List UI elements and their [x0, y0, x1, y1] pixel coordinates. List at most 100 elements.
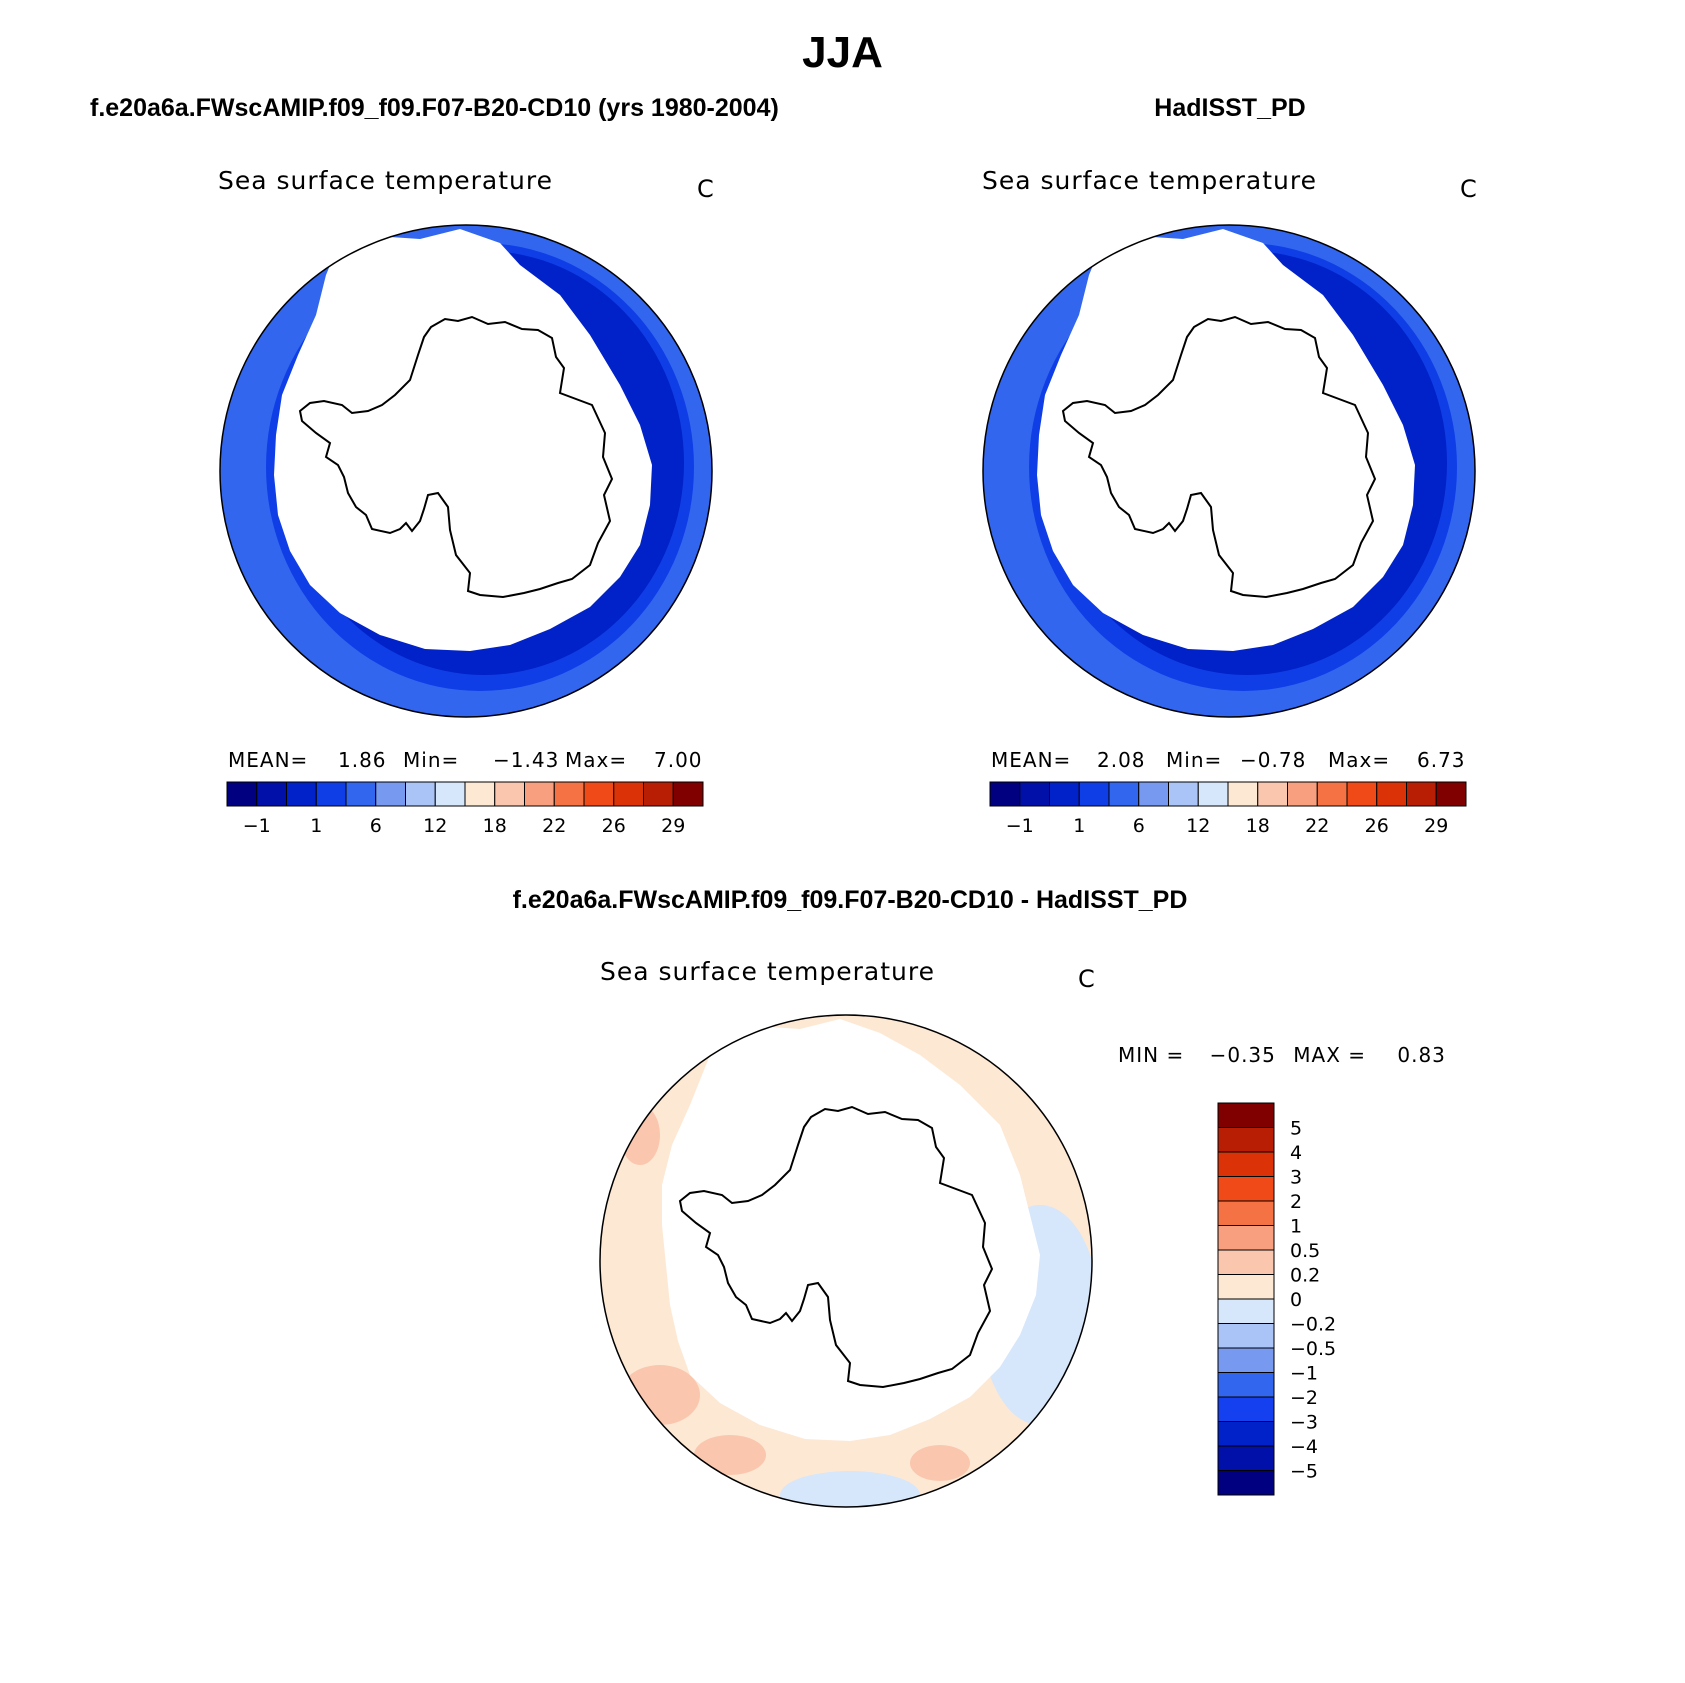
- colorbar-tick-label: 2: [1290, 1191, 1302, 1213]
- colorbar-segment: [1217, 1200, 1275, 1226]
- obs-variable-title: Sea surface temperature: [982, 166, 1317, 195]
- colorbar-segment: [1435, 781, 1467, 807]
- colorbar-tick-label: −0.5: [1290, 1338, 1336, 1360]
- colorbar-tick-label: 12: [423, 815, 447, 837]
- difference-header: f.e20a6a.FWscAMIP.f09_f09.F07-B20-CD10 -…: [512, 886, 1188, 914]
- obs-header: HadISST_PD: [1154, 94, 1306, 122]
- max-value: 0.83: [1397, 1043, 1446, 1067]
- mean-value: 1.86: [338, 748, 387, 772]
- colorbar-segment: [1049, 781, 1080, 807]
- colorbar-segment: [553, 781, 585, 807]
- map-boundary: [599, 1014, 1093, 1508]
- colorbar-segment: [226, 781, 258, 807]
- colorbar-tick-label: 29: [661, 815, 685, 837]
- min-value: −1.43: [493, 748, 560, 772]
- model-variable-title: Sea surface temperature: [218, 166, 553, 195]
- obs-units: C: [1460, 175, 1478, 203]
- min-value: −0.35: [1209, 1043, 1276, 1067]
- main-title: JJA: [802, 28, 883, 77]
- model-header: f.e20a6a.FWscAMIP.f09_f09.F07-B20-CD10 (…: [90, 94, 779, 122]
- colorbar-tick-label: 6: [370, 815, 382, 837]
- colorbar-tick-label: 26: [1365, 815, 1389, 837]
- colorbar-tick-label: 1: [1073, 815, 1085, 837]
- anomaly-patch-positive: [620, 1105, 660, 1165]
- colorbar-segment: [1217, 1470, 1275, 1496]
- colorbar-tick-label: −5: [1290, 1461, 1318, 1483]
- colorbar-tick-label: −4: [1290, 1436, 1318, 1458]
- anomaly-patch-positive: [694, 1435, 766, 1475]
- colorbar-segment: [1346, 781, 1378, 807]
- antarctica-coastline: [1061, 315, 1377, 599]
- colorbar-segment: [672, 781, 704, 807]
- colorbar-segment: [1217, 1347, 1275, 1373]
- diff-stats: MIN = −0.35 MAX = 0.83: [1118, 1043, 1446, 1067]
- obs-colorbar: −1 1 6 12 18 22 26 29: [989, 781, 1467, 837]
- model-polar-map: [219, 224, 713, 718]
- anomaly-patch-positive: [910, 1445, 970, 1481]
- difference-colorbar: 54 32 10.5 0.20 −0.2−0.5 −1−2 −3−4 −5: [1217, 1102, 1336, 1496]
- colorbar-segment: [1197, 781, 1229, 807]
- colorbar-segment: [1217, 1151, 1275, 1177]
- colorbar-segment: [613, 781, 644, 807]
- anomaly-patch-positive: [620, 1365, 700, 1425]
- model-units: C: [697, 175, 715, 203]
- antarctica-coastline: [678, 1105, 994, 1389]
- mean-label: MEAN=: [228, 748, 309, 772]
- colorbar-segment: [643, 781, 674, 807]
- max-value: 7.00: [654, 748, 703, 772]
- colorbar-segment: [1217, 1421, 1275, 1447]
- obs-stats: MEAN= 2.08 Min= −0.78 Max= 6.73: [991, 748, 1467, 772]
- max-value: 6.73: [1417, 748, 1466, 772]
- colorbar-segment: [405, 781, 436, 807]
- colorbar-segment: [256, 781, 287, 807]
- colorbar-tick-label: 4: [1290, 1142, 1302, 1164]
- colorbar-segment: [464, 781, 496, 807]
- colorbar-segment: [1287, 781, 1318, 807]
- model-colorbar: −1 1 6 12 18 22 26 29: [226, 781, 704, 837]
- colorbar-tick-label: −2: [1290, 1387, 1318, 1409]
- colorbar-segment: [345, 781, 377, 807]
- colorbar-tick-label: 6: [1133, 815, 1145, 837]
- colorbar-tick-label: −1: [1006, 815, 1034, 837]
- colorbar-tick-label: −0.2: [1290, 1314, 1336, 1336]
- colorbar-segment: [989, 781, 1021, 807]
- colorbar-tick-label: 18: [483, 815, 507, 837]
- colorbar-segment: [1138, 781, 1169, 807]
- colorbar-tick-label: 29: [1424, 815, 1448, 837]
- colorbar-tick-label: 3: [1290, 1167, 1302, 1189]
- colorbar-tick-label: 26: [602, 815, 626, 837]
- colorbar-segment: [434, 781, 466, 807]
- mean-label: MEAN=: [991, 748, 1072, 772]
- map-boundary: [219, 224, 713, 718]
- max-label: MAX =: [1293, 1043, 1367, 1067]
- colorbar-segment: [1078, 781, 1110, 807]
- colorbar-segment: [1406, 781, 1437, 807]
- colorbar-tick-label: 0.2: [1290, 1265, 1320, 1287]
- min-label: Min=: [1166, 748, 1223, 772]
- colorbar-segment: [524, 781, 555, 807]
- colorbar-tick-label: 12: [1186, 815, 1210, 837]
- colorbar-tick-label: −1: [1290, 1363, 1318, 1385]
- min-value: −0.78: [1240, 748, 1307, 772]
- mean-value: 2.08: [1097, 748, 1146, 772]
- diff-variable-title: Sea surface temperature: [600, 957, 935, 986]
- map-boundary: [982, 224, 1476, 718]
- colorbar-segment: [1227, 781, 1259, 807]
- colorbar-tick-label: 0: [1290, 1289, 1302, 1311]
- colorbar-segment: [1217, 1372, 1275, 1398]
- colorbar-segment: [1217, 1127, 1275, 1153]
- colorbar-tick-label: 0.5: [1290, 1240, 1320, 1262]
- colorbar-segment: [375, 781, 406, 807]
- diff-units: C: [1078, 965, 1096, 993]
- sea-ice-mask: [274, 229, 652, 651]
- colorbar-segment: [315, 781, 347, 807]
- max-label: Max=: [1328, 748, 1391, 772]
- colorbar-segment: [1217, 1396, 1275, 1422]
- colorbar-segment: [1217, 1298, 1275, 1324]
- colorbar-tick-label: 22: [542, 815, 566, 837]
- colorbar-tick-label: 1: [1290, 1216, 1302, 1238]
- colorbar-tick-label: −3: [1290, 1412, 1318, 1434]
- colorbar-tick-label: 22: [1305, 815, 1329, 837]
- colorbar-segment: [1217, 1225, 1275, 1251]
- min-label: Min=: [403, 748, 460, 772]
